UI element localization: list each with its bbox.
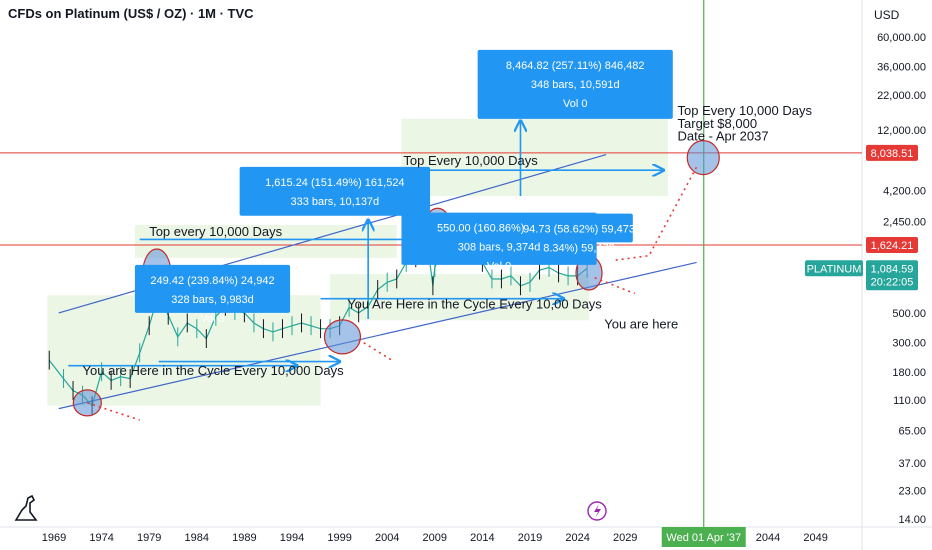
y-tick-label: 14.00 xyxy=(898,514,926,526)
measure-label: 333 bars, 10,137d xyxy=(290,196,379,208)
event-lightning-icon[interactable] xyxy=(587,501,607,521)
measure-label: 1,615.24 (151.49%) 161,524 xyxy=(265,177,404,189)
y-tick-label: 37.00 xyxy=(898,458,926,470)
measure-box-1[interactable] xyxy=(134,264,291,313)
price-label-box xyxy=(866,237,918,254)
measure-label: 308 bars, 9,374d xyxy=(458,242,541,254)
annotation-text[interactable]: Top every 10,000 Days xyxy=(149,224,282,239)
annotation-text[interactable]: Date - Apr 2037 xyxy=(678,128,769,143)
dotted-projection-2[interactable] xyxy=(594,277,636,295)
currency-label[interactable]: USD xyxy=(874,8,900,22)
measure-box-3[interactable] xyxy=(477,49,673,119)
x-tick-label: 1974 xyxy=(89,532,113,544)
measure-label: Vol 0 xyxy=(563,98,587,110)
x-tick-label: 1994 xyxy=(280,532,304,544)
cycle-zone-0 xyxy=(47,295,321,406)
y-tick-label: 65.00 xyxy=(898,426,926,438)
x-tick-label: 2049 xyxy=(803,532,827,544)
x-tick-label: 1989 xyxy=(232,532,256,544)
measure-box-4[interactable] xyxy=(525,213,633,243)
y-tick-label: 12,000.00 xyxy=(877,125,926,137)
measure-label: Vol 0 xyxy=(323,215,347,227)
symbol-label: PLATINUM xyxy=(807,263,862,275)
y-tick-label: 300.00 xyxy=(892,337,926,349)
logo-icon[interactable] xyxy=(14,494,38,521)
cycle-zone-3 xyxy=(401,118,669,197)
price-label: 1,624.21 xyxy=(871,240,914,252)
dotted-projection-1[interactable] xyxy=(358,338,393,361)
x-tick-label: 1969 xyxy=(42,532,66,544)
price-series-line[interactable] xyxy=(48,227,588,407)
annotation-text[interactable]: Target $8,000 xyxy=(678,116,758,131)
last-price-label: 1,084.59 xyxy=(871,263,914,275)
measure-label: Vol 0 xyxy=(487,261,511,273)
x-tick-label: 2029 xyxy=(613,532,637,544)
date-marker-label: Wed 01 Apr '37 xyxy=(666,532,741,544)
symbol-label-box[interactable] xyxy=(805,260,863,277)
cycle-circle-5[interactable] xyxy=(686,140,720,176)
y-tick-label: 23.00 xyxy=(898,485,926,497)
annotation-text[interactable]: Top Every 10,000 Days xyxy=(403,153,538,168)
x-tick-label: 1979 xyxy=(137,532,161,544)
measure-label: 94.73 (58.62%) 59,473 xyxy=(523,224,635,236)
measure-box-0[interactable] xyxy=(239,166,431,216)
date-marker-box xyxy=(661,527,746,547)
cycle-circle-2[interactable] xyxy=(323,319,362,355)
lightning-icon xyxy=(594,504,601,518)
x-tick-label: 1984 xyxy=(185,532,209,544)
x-tick-label: 2004 xyxy=(375,532,399,544)
x-tick-label: 2014 xyxy=(470,532,494,544)
annotation-text[interactable]: You are here xyxy=(604,317,678,332)
y-tick-label: 60,000.00 xyxy=(877,32,926,44)
price-label: 8,038.51 xyxy=(871,148,914,160)
cycle-zone-1 xyxy=(134,224,397,258)
chart-title: CFDs on Platinum (US$ / OZ) · 1M · TVC xyxy=(8,6,254,21)
y-tick-label: 2,450.00 xyxy=(883,216,926,228)
last-price-box xyxy=(866,260,918,291)
y-tick-label: 22,000.00 xyxy=(877,90,926,102)
annotation-text[interactable]: You Are Here in the Cycle Every 10,00 Da… xyxy=(347,296,602,311)
annotation-text[interactable]: Top Every 10,000 Days xyxy=(678,103,813,118)
measure-label: 348 bars, 10,591d xyxy=(531,79,620,91)
x-tick-label: 2019 xyxy=(518,532,542,544)
y-tick-label: 180.00 xyxy=(892,367,926,379)
measure-label: Vol 3 xyxy=(200,313,224,325)
y-tick-label: 4,200.00 xyxy=(883,185,926,197)
measure-label: 8.34%) 59,473 xyxy=(543,243,615,255)
x-tick-label: 2044 xyxy=(756,532,780,544)
y-tick-label: 36,000.00 xyxy=(877,61,926,73)
price-label-box xyxy=(866,144,918,161)
measure-label: 249.42 (239.84%) 24,942 xyxy=(150,275,274,287)
x-tick-label: 2024 xyxy=(565,532,589,544)
countdown-label: 20:22:05 xyxy=(871,276,914,288)
x-tick-label: 1999 xyxy=(327,532,351,544)
measure-label: 328 bars, 9,983d xyxy=(171,294,254,306)
x-tick-label: 2009 xyxy=(423,532,447,544)
annotation-text[interactable]: You are Here in the Cycle Every 10,000 D… xyxy=(83,363,345,378)
y-tick-label: 500.00 xyxy=(892,308,926,320)
y-tick-label: 110.00 xyxy=(893,395,926,407)
measure-label: 8,464.82 (257.11%) 846,482 xyxy=(506,60,645,72)
